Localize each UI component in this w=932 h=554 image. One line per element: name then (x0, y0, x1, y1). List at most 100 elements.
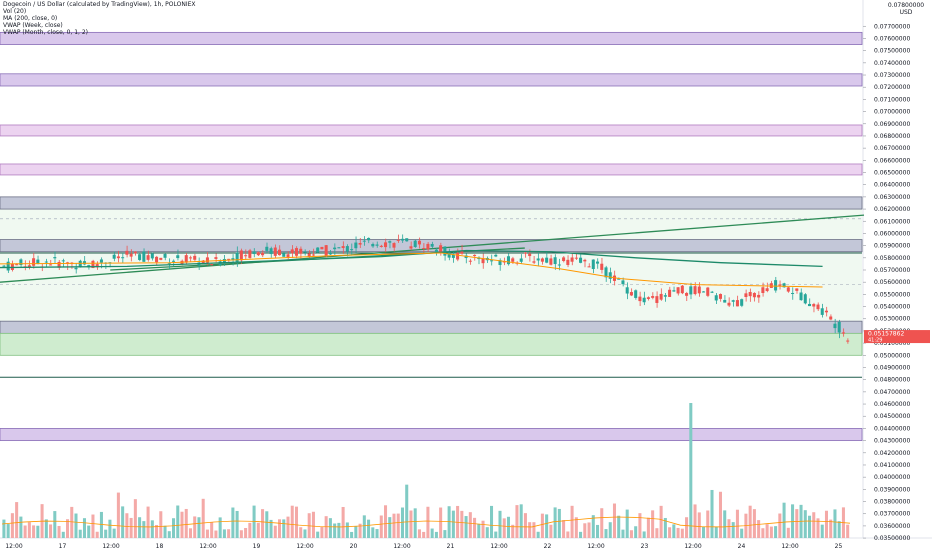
candle-body (723, 299, 727, 303)
price-tick-label: 0.04500000 (874, 413, 910, 420)
candle-body (557, 264, 561, 266)
ma-200-line (0, 249, 823, 269)
volume-bar (142, 521, 146, 538)
volume-bar (112, 528, 116, 538)
candle-body (676, 287, 680, 294)
volume-bar (252, 505, 256, 538)
volume-bar (718, 491, 722, 538)
volume-bar (774, 526, 778, 538)
legend-vwap-week[interactable]: VWAP (Week, close) (3, 22, 63, 29)
time-tick-label: 12:00 (490, 543, 507, 550)
volume-bar (222, 529, 226, 538)
candle-body (600, 263, 604, 270)
candle-body (392, 243, 396, 248)
volume-bar (91, 514, 95, 538)
volume-bar (511, 524, 515, 538)
zone-gray-4 (0, 196, 863, 210)
candle-body (540, 258, 544, 262)
candle-body (146, 255, 150, 260)
time-tick-label: 18 (156, 543, 164, 550)
price-tick-label: 0.06200000 (874, 206, 910, 213)
candle-body (155, 256, 159, 263)
volume-bar (663, 517, 667, 538)
candle-body (799, 292, 803, 301)
volume-bar (231, 507, 235, 538)
candle-body (409, 246, 413, 249)
time-axis: 12:00 17 12:00 18 12:00 19 12:00 20 12:00 21 12:00… (5, 543, 842, 550)
candle-body (188, 257, 192, 259)
volume-bar (735, 509, 739, 538)
volume-bar (74, 513, 78, 538)
vwap-line (0, 252, 823, 288)
volume-bar (638, 513, 642, 538)
candle-body (498, 260, 502, 265)
volume-bar (282, 519, 286, 538)
volume-bar (10, 513, 14, 538)
volume-bar (172, 518, 176, 538)
volume-bar (439, 507, 443, 538)
volume-bar (197, 517, 201, 538)
candle-body (74, 267, 78, 270)
volume-bar (731, 522, 735, 538)
candle-body (460, 250, 464, 254)
volume-bar (371, 527, 375, 538)
volume-bar (562, 520, 566, 538)
candle-body (333, 247, 337, 250)
candle-body (303, 251, 307, 253)
candle-body (231, 258, 235, 260)
candle-body (129, 253, 133, 257)
legend-vwap-month[interactable]: VWAP (Month, close, 0, 1, 2) (3, 29, 88, 36)
volume-bar (392, 513, 396, 538)
volume-bar (702, 526, 706, 538)
price-tick-label: 0.04600000 (874, 401, 910, 408)
volume-bar (155, 524, 159, 538)
volume-bar (235, 510, 239, 538)
candle-body (210, 264, 214, 266)
candle-body (562, 257, 566, 262)
volume-bar (604, 529, 608, 538)
candle-body (163, 253, 167, 258)
candle-body (367, 238, 371, 241)
price-tick-label: 0.05800000 (874, 255, 910, 262)
volume-bar (61, 531, 65, 538)
candle-body (625, 287, 629, 294)
volume-bar (388, 517, 392, 538)
candle-body (350, 249, 354, 251)
candle-body (761, 287, 765, 293)
volume-bar (265, 511, 269, 538)
volume-bar (19, 516, 23, 538)
volume-bar (646, 517, 650, 538)
price-tick-label: 0.03500000 (874, 535, 910, 542)
candle-body (617, 278, 621, 280)
volume-bar (655, 528, 659, 538)
candle-body (286, 254, 290, 258)
volume-bar (193, 516, 197, 538)
candle-body (837, 321, 841, 333)
candle-body (252, 251, 256, 255)
legend-ma[interactable]: MA (200, close, 0) (3, 15, 58, 22)
candle-body (235, 252, 239, 262)
candle-body (116, 256, 120, 259)
legend-volume[interactable]: Vol (20) (3, 8, 27, 15)
volume-bar (163, 525, 167, 538)
legend-title[interactable]: Dogecoin / US Dollar (calculated by Trad… (3, 1, 196, 8)
time-tick-label: 24 (738, 543, 746, 550)
volume-bar (481, 520, 485, 538)
volume-bar (795, 509, 799, 538)
volume-bar (846, 524, 850, 538)
candle-body (693, 286, 697, 295)
candle-body (638, 296, 642, 302)
volume-bar (384, 505, 388, 538)
volume-bar (333, 523, 337, 538)
price-tick-label: 0.07000000 (874, 109, 910, 116)
volume-bar (354, 526, 358, 538)
volume-bar (752, 509, 756, 538)
candle-body (358, 243, 362, 245)
candle-body (519, 258, 523, 262)
volume-bar (176, 505, 180, 538)
candle-body (447, 252, 451, 258)
volume-bar (413, 508, 417, 538)
candle-body (714, 295, 718, 301)
